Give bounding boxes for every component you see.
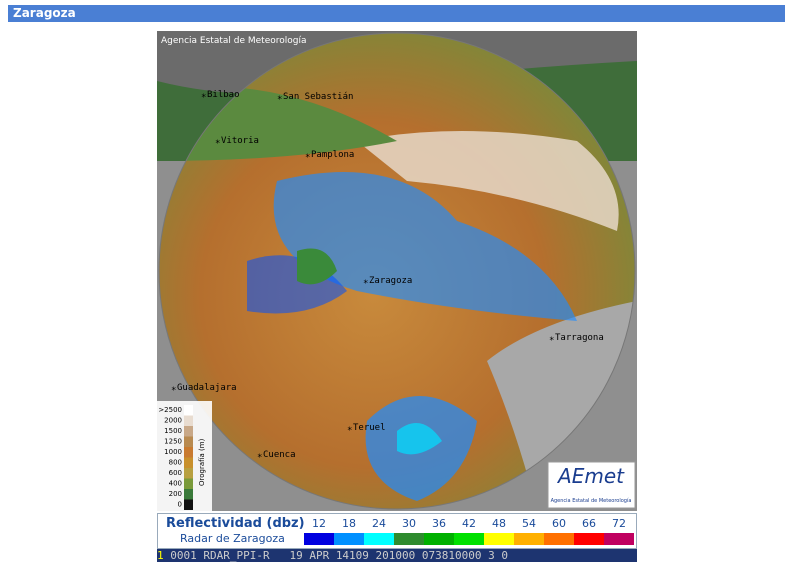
orography-label: 2000: [164, 417, 182, 425]
orography-label: 800: [169, 459, 182, 467]
legend-subtitle: Radar de Zaragoza: [180, 532, 285, 545]
level-label: 30: [402, 517, 416, 530]
legend-title: Reflectividad (dbz): [166, 516, 305, 531]
orography-swatch: [184, 426, 193, 437]
legend: Reflectividad (dbz) Radar de Zaragoza 12…: [157, 513, 637, 549]
city-marker: *: [201, 93, 206, 103]
orography-swatch: [184, 499, 193, 510]
level-swatch: [544, 533, 574, 545]
level-swatch: [364, 533, 394, 545]
status-index: 1: [157, 549, 164, 562]
level-swatch: [304, 533, 334, 545]
orography-swatch: [184, 405, 193, 416]
city-label: San Sebastián: [283, 92, 353, 102]
level-label: 42: [462, 517, 476, 530]
legend-graphic: Reflectividad (dbz) Radar de Zaragoza 12…: [166, 516, 634, 545]
city-label: Bilbao: [207, 90, 240, 100]
city-marker: *: [305, 153, 310, 163]
level-label: 24: [372, 517, 386, 530]
level-label: 18: [342, 517, 356, 530]
level-swatch: [394, 533, 424, 545]
orography-label: >2500: [158, 406, 182, 414]
orography-label: 1250: [164, 438, 182, 446]
orography-swatch: [184, 489, 193, 500]
orography-label: 200: [169, 490, 182, 498]
logo-caption: Agencia Estatal de Meteorología: [551, 497, 632, 504]
level-swatch: [604, 533, 634, 545]
city-marker: *: [171, 386, 176, 396]
level-label: 36: [432, 517, 446, 530]
city-label: Tarragona: [555, 333, 604, 343]
orography-swatch: [184, 468, 193, 479]
orography-swatch: [184, 447, 193, 458]
orography-swatch: [184, 436, 193, 447]
city-marker: *: [257, 453, 262, 463]
city-label: Teruel: [353, 423, 386, 433]
status-bar: 1 0001 RDAR_PPI-R 19 APR 14109 201000 07…: [157, 549, 637, 562]
level-label: 48: [492, 517, 506, 530]
city-marker: *: [347, 426, 352, 436]
city-marker: *: [277, 95, 282, 105]
city-marker: *: [549, 336, 554, 346]
orography-swatch: [184, 457, 193, 468]
level-label: 72: [612, 517, 626, 530]
orography-title: Orografía (m): [198, 438, 206, 486]
level-label: 60: [552, 517, 566, 530]
orography-swatch: [184, 478, 193, 489]
city-label: Zaragoza: [369, 276, 412, 286]
orography-label: 400: [169, 480, 182, 488]
header: Zaragoza: [8, 5, 785, 22]
level-swatch: [514, 533, 544, 545]
level-swatch: [454, 533, 484, 545]
city-label: Guadalajara: [177, 383, 237, 393]
status-text: 0001 RDAR_PPI-R 19 APR 14109 201000 0738…: [170, 549, 509, 562]
level-label: 66: [582, 517, 596, 530]
copyright: Agencia Estatal de Meteorología: [161, 36, 307, 46]
level-swatch: [484, 533, 514, 545]
city-marker: *: [215, 139, 220, 149]
city-label: Vitoria: [221, 136, 259, 146]
orography-label: 0: [178, 501, 182, 509]
logo: AEmet: [556, 464, 625, 488]
radar-map: Agencia Estatal de Meteorología * Bilbao *…: [157, 31, 637, 511]
level-swatch: [424, 533, 454, 545]
orography-label: 1500: [164, 427, 182, 435]
level-label: 12: [312, 517, 326, 530]
orography-label: 600: [169, 469, 182, 477]
orography-swatch: [184, 415, 193, 426]
city-label: Pamplona: [311, 150, 354, 160]
level-swatch: [334, 533, 364, 545]
orography-label: 1000: [164, 448, 182, 456]
city-marker: *: [363, 279, 368, 289]
level-label: 54: [522, 517, 536, 530]
city-label: Cuenca: [263, 450, 296, 460]
level-swatch: [574, 533, 604, 545]
